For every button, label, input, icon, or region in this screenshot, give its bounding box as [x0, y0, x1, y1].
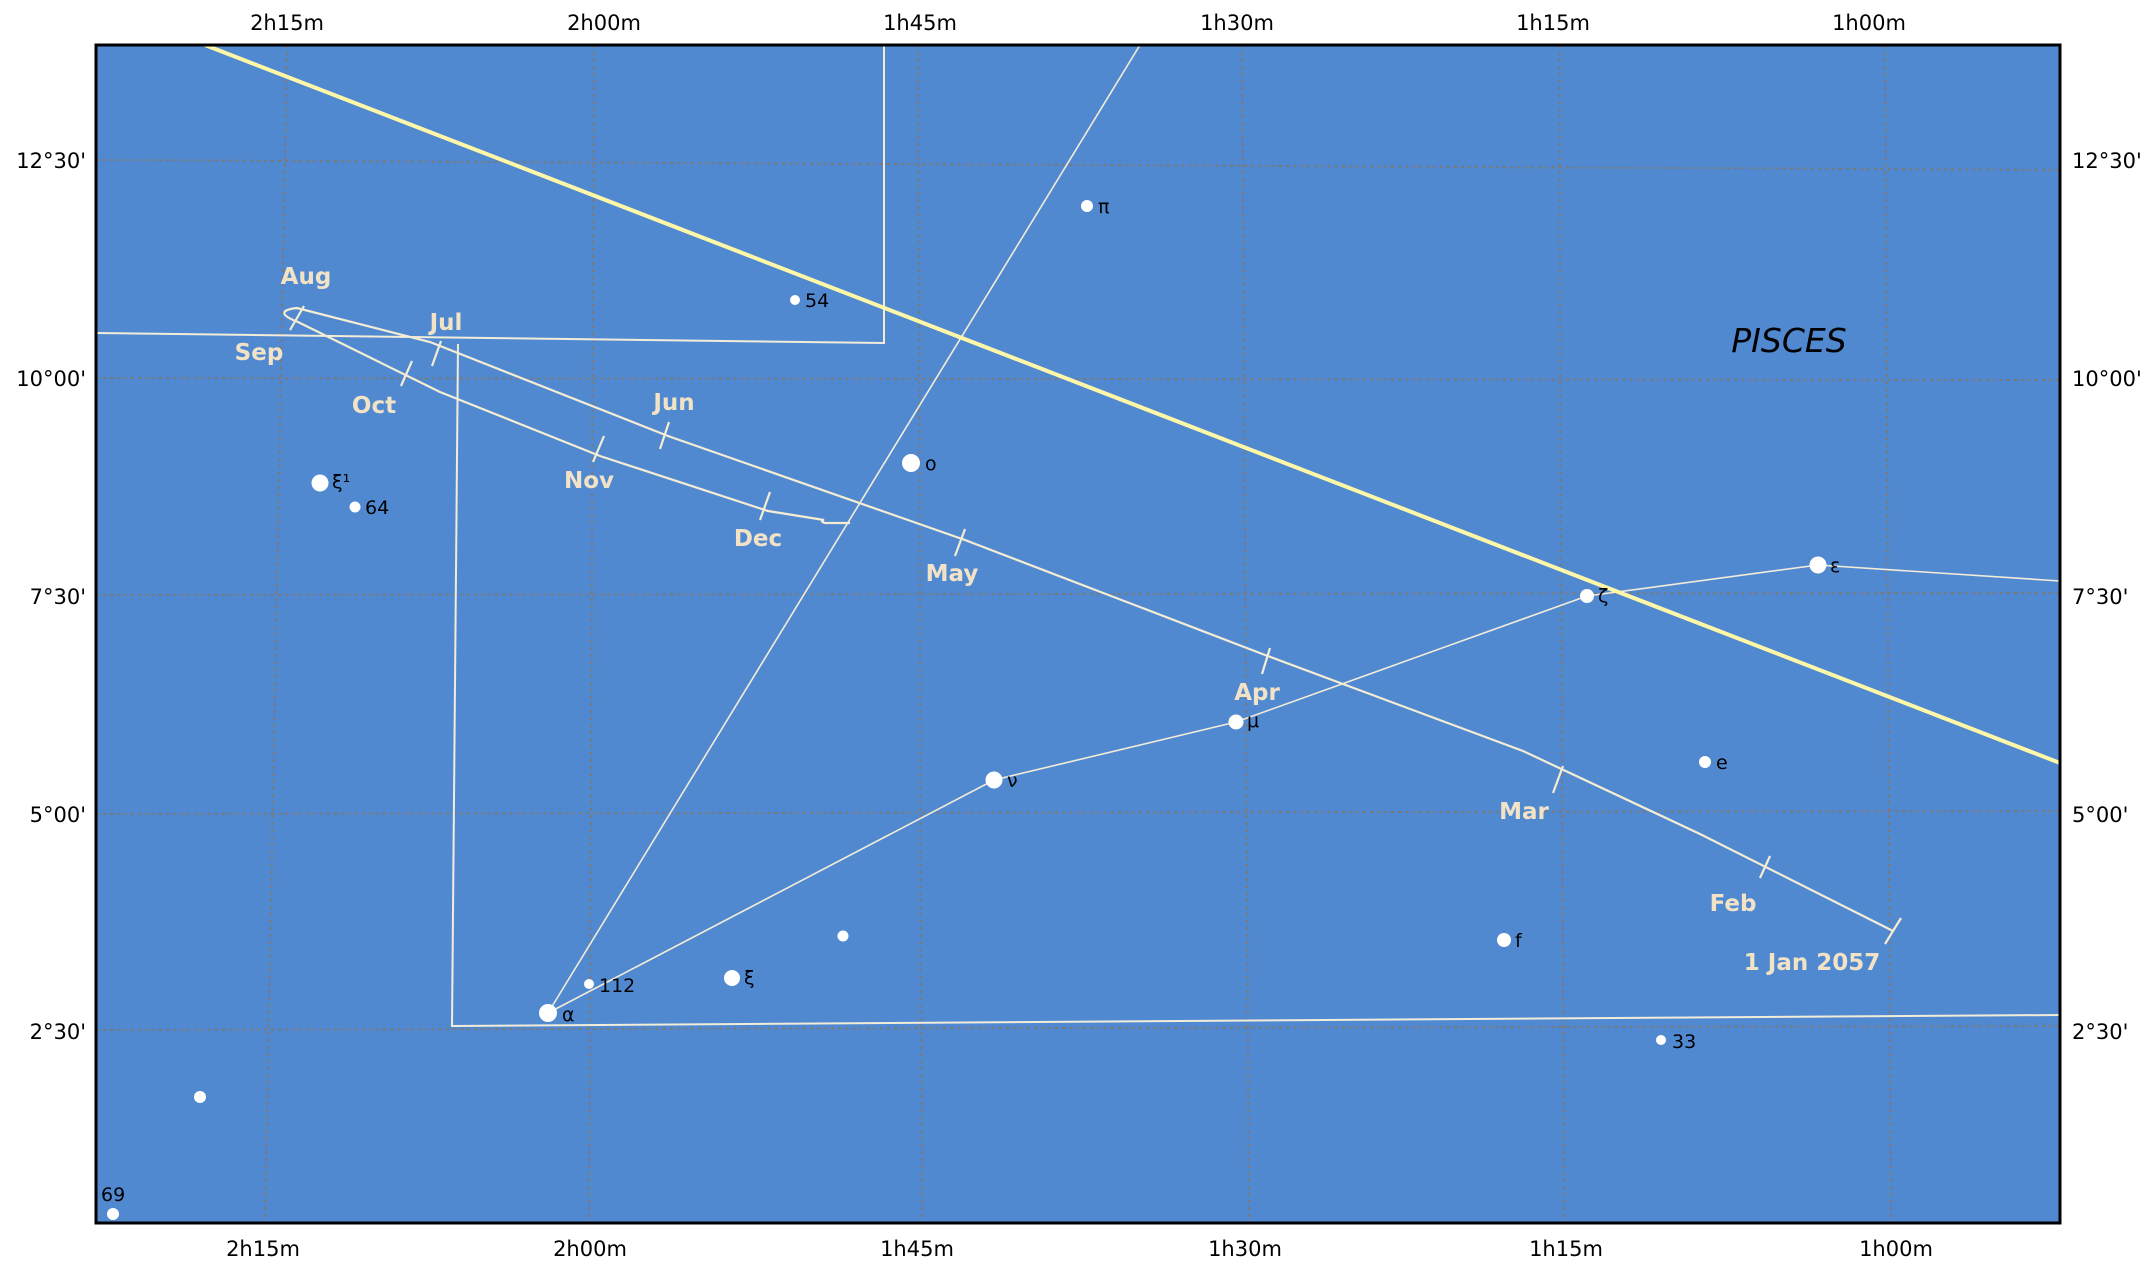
dec-right-2-30: 2°30' — [2072, 1020, 2128, 1044]
label-omicron: ο — [925, 453, 937, 475]
label-mar: Mar — [1499, 799, 1549, 825]
tick-may — [953, 528, 967, 557]
star-pi — [1081, 200, 1093, 212]
label-jun: Jun — [651, 390, 694, 416]
label-alpha: α — [562, 1004, 575, 1026]
label-oct: Oct — [352, 393, 396, 419]
star-zeta — [1580, 589, 1594, 603]
ra-top-1h45m: 1h45m — [883, 11, 957, 35]
ra-labels-top: 2h15m 2h00m 1h45m 1h30m 1h15m 1h00m — [250, 11, 1906, 35]
label-f: f — [1515, 930, 1523, 952]
star-epsilon — [1809, 556, 1827, 574]
label-xi: ξ — [744, 967, 755, 989]
ra-top-2h15m: 2h15m — [250, 11, 324, 35]
ra-bottom-1h30m: 1h30m — [1208, 1237, 1282, 1261]
dec-right-12-30: 12°30' — [2072, 149, 2142, 173]
star-omicron — [902, 454, 920, 472]
label-mu: μ — [1247, 710, 1259, 732]
ra-top-1h30m: 1h30m — [1200, 11, 1274, 35]
tick-dec — [758, 491, 772, 521]
ra-top-2h00m: 2h00m — [567, 11, 641, 35]
label-69: 69 — [101, 1184, 125, 1206]
constellation-boundaries — [96, 45, 2060, 1028]
dec-left-12-30: 12°30' — [16, 149, 86, 173]
label-xi1: ξ¹ — [332, 471, 350, 493]
dec-left-5-00: 5°00' — [30, 803, 86, 827]
label-zeta: ζ — [1598, 585, 1608, 607]
month-ticks — [289, 305, 1902, 945]
constellation-lines — [547, 45, 2060, 1014]
tick-jul — [430, 340, 443, 367]
label-jul: Jul — [428, 310, 463, 336]
ecliptic-line — [204, 45, 2060, 765]
label-64: 64 — [365, 497, 389, 519]
star-xi — [724, 970, 740, 986]
label-nu: ν — [1007, 770, 1018, 792]
label-112: 112 — [599, 975, 635, 997]
dec-right-10-00: 10°00' — [2072, 367, 2142, 391]
dec-left-10-00: 10°00' — [16, 367, 86, 391]
label-may: May — [926, 561, 979, 587]
star-alpha — [539, 1004, 557, 1022]
label-epsilon: ε — [1830, 555, 1840, 577]
label-aug: Aug — [281, 264, 332, 290]
ra-top-1h00m: 1h00m — [1832, 11, 1906, 35]
label-feb: Feb — [1710, 891, 1757, 917]
tick-nov — [591, 435, 606, 463]
label-nov: Nov — [564, 468, 614, 494]
ra-bottom-2h15m: 2h15m — [226, 1237, 300, 1261]
dec-left-7-30: 7°30' — [30, 585, 86, 609]
star-69 — [107, 1208, 119, 1220]
star-nu — [985, 771, 1003, 789]
month-labels: 1 Jan 2057 Feb Mar Apr May Jun Jul Aug S… — [235, 264, 1881, 976]
ra-bottom-1h00m: 1h00m — [1859, 1237, 1933, 1261]
constellation-name: PISCES — [1731, 321, 1846, 360]
map-frame — [94, 43, 2062, 1225]
label-start: 1 Jan 2057 — [1744, 950, 1880, 976]
map-background — [96, 45, 2060, 1223]
ra-grid — [264, 45, 1892, 1223]
label-apr: Apr — [1234, 680, 1280, 706]
object-path — [283, 305, 1902, 945]
dec-grid — [96, 159, 2060, 1031]
tick-jun — [658, 421, 671, 450]
label-sep: Sep — [235, 340, 284, 366]
label-33: 33 — [1672, 1031, 1696, 1053]
star-f — [1497, 933, 1511, 947]
dec-right-7-30: 7°30' — [2072, 585, 2128, 609]
star-unnamed-2 — [194, 1091, 206, 1103]
star-labels: π 54 ο ξ¹ 64 ε ζ μ e ν f ξ 112 α 33 69 — [101, 196, 1840, 1206]
ra-bottom-2h00m: 2h00m — [553, 1237, 627, 1261]
ra-bottom-1h15m: 1h15m — [1529, 1237, 1603, 1261]
star-unnamed-1 — [837, 930, 849, 942]
star-33 — [1656, 1035, 1666, 1045]
label-dec: Dec — [734, 526, 782, 552]
star-112 — [584, 979, 594, 989]
ra-bottom-1h45m: 1h45m — [880, 1237, 954, 1261]
star-xi1 — [311, 474, 329, 492]
tick-start — [1884, 917, 1902, 945]
ra-labels-bottom: 2h15m 2h00m 1h45m 1h30m 1h15m 1h00m — [226, 1237, 1933, 1261]
dec-labels-right: 12°30' 10°00' 7°30' 5°00' 2°30' — [2072, 149, 2142, 1044]
star-mu — [1228, 714, 1244, 730]
tick-apr — [1260, 647, 1272, 675]
ra-top-1h15m: 1h15m — [1516, 11, 1590, 35]
star-54 — [790, 295, 800, 305]
tick-oct — [399, 360, 414, 387]
dec-labels-left: 12°30' 10°00' 7°30' 5°00' 2°30' — [16, 149, 86, 1044]
dec-left-2-30: 2°30' — [30, 1020, 86, 1044]
label-e: e — [1716, 752, 1728, 774]
path-line — [283, 306, 1894, 932]
tick-mar — [1551, 765, 1565, 794]
star-e — [1699, 756, 1711, 768]
dec-right-5-00: 5°00' — [2072, 803, 2128, 827]
tick-feb — [1758, 855, 1772, 879]
label-pi: π — [1098, 196, 1109, 218]
tick-aug — [289, 305, 305, 331]
star-64 — [349, 501, 361, 513]
label-54: 54 — [805, 290, 829, 312]
stars — [107, 200, 1827, 1220]
